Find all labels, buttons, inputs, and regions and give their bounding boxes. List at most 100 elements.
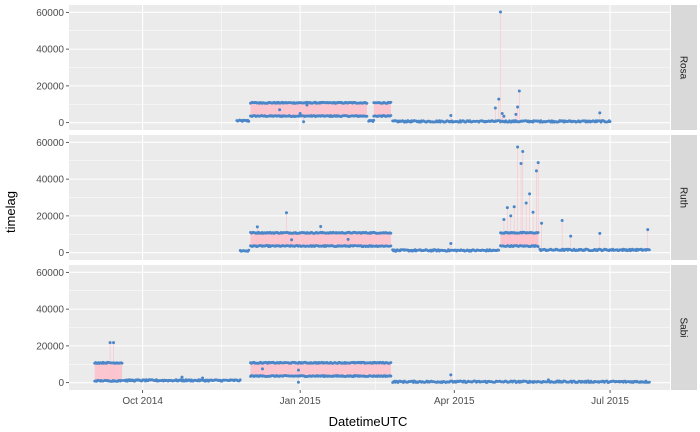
data-point [201, 376, 205, 380]
y-tick-label: 20000 [36, 341, 64, 352]
data-point [120, 361, 124, 365]
data-point [389, 374, 393, 378]
data-point [180, 375, 184, 379]
data-point [278, 108, 282, 112]
data-point [319, 225, 323, 229]
y-tick-label: 40000 [36, 45, 64, 56]
series-band [373, 102, 391, 117]
data-point [372, 118, 376, 122]
y-tick-label: 20000 [36, 81, 64, 92]
data-point [536, 245, 540, 248]
data-point [540, 221, 544, 225]
data-point [247, 248, 251, 252]
y-tick-label: 20000 [36, 211, 64, 222]
x-axis-title: DatetimeUTC [329, 414, 408, 429]
data-point [560, 218, 564, 222]
data-point [389, 231, 393, 235]
y-tick-label: 40000 [36, 175, 64, 186]
y-tick-label: 0 [58, 248, 64, 259]
panels-layer: 0 20000 40000 60000 Rosa 0 20000 40000 60000 Ruth… [36, 5, 697, 390]
x-tick-label: Jul 2015 [591, 396, 629, 407]
series-lines [240, 146, 650, 252]
data-point [296, 380, 300, 384]
data-point [502, 218, 506, 222]
y-tick-label: 60000 [36, 268, 64, 279]
data-point [505, 206, 509, 210]
data-point [512, 205, 516, 209]
data-point [112, 341, 116, 345]
data-point [569, 234, 573, 238]
data-point [449, 373, 453, 377]
data-point [389, 361, 393, 364]
data-point [302, 120, 306, 124]
data-point [247, 119, 251, 123]
data-point [290, 238, 294, 242]
facet-strip [671, 5, 697, 130]
data-point [536, 231, 540, 234]
x-tick-label: Apr 2015 [434, 396, 475, 407]
data-point [449, 113, 453, 117]
data-point [528, 192, 532, 196]
series-points [235, 10, 612, 124]
data-point [497, 97, 501, 101]
series-points [238, 145, 651, 253]
series-points [93, 341, 651, 384]
series-band [500, 232, 539, 247]
data-point [296, 368, 300, 372]
y-tick-label: 60000 [36, 8, 64, 19]
data-point [493, 106, 497, 110]
data-point [648, 380, 651, 384]
data-point [519, 161, 523, 165]
data-point [284, 211, 288, 215]
data-point [648, 248, 651, 252]
data-point [389, 100, 393, 104]
y-tick-label: 0 [58, 378, 64, 389]
facet-strip [671, 135, 697, 260]
data-point [608, 120, 612, 123]
data-point [524, 201, 528, 205]
data-point [598, 231, 602, 235]
y-axis-title: timelag [3, 191, 18, 233]
data-point [389, 114, 393, 117]
data-point [516, 145, 520, 149]
data-point [365, 101, 369, 105]
data-point [500, 111, 504, 115]
series-band [250, 102, 367, 117]
facet-label: Sabi [678, 317, 689, 337]
data-point [534, 169, 538, 173]
data-point [255, 225, 259, 229]
y-tick-label: 0 [58, 118, 64, 129]
data-point [298, 111, 302, 115]
x-tick-label: Oct 2014 [122, 396, 163, 407]
data-point [598, 111, 602, 115]
data-point [238, 378, 242, 382]
data-point [449, 241, 453, 245]
data-point [498, 10, 502, 14]
data-point [521, 150, 525, 154]
facet-label: Rosa [678, 56, 689, 80]
facet-label: Ruth [678, 187, 689, 208]
data-point [365, 114, 369, 118]
data-point [260, 367, 264, 371]
data-point [514, 112, 518, 116]
panel-rosa: 0 20000 40000 60000 Rosa [36, 5, 697, 130]
panel-sabi: 0 20000 40000 60000 Sabi [36, 265, 697, 390]
x-axis: Oct 2014 Jan 2015 Apr 2015 Jul 2015 [122, 390, 629, 407]
data-point [536, 161, 540, 165]
data-point [517, 89, 521, 93]
data-point [389, 244, 393, 248]
series-band [250, 362, 391, 377]
data-point [509, 214, 513, 218]
data-point [346, 237, 350, 241]
x-tick-label: Jan 2015 [280, 396, 322, 407]
facet-strip [671, 265, 697, 390]
data-point [108, 341, 112, 345]
data-point [531, 210, 535, 214]
data-point [502, 114, 506, 118]
y-tick-label: 40000 [36, 305, 64, 316]
data-point [497, 248, 501, 252]
series-band [94, 362, 123, 381]
data-point [546, 378, 550, 382]
panel-ruth: 0 20000 40000 60000 Ruth [36, 135, 697, 260]
